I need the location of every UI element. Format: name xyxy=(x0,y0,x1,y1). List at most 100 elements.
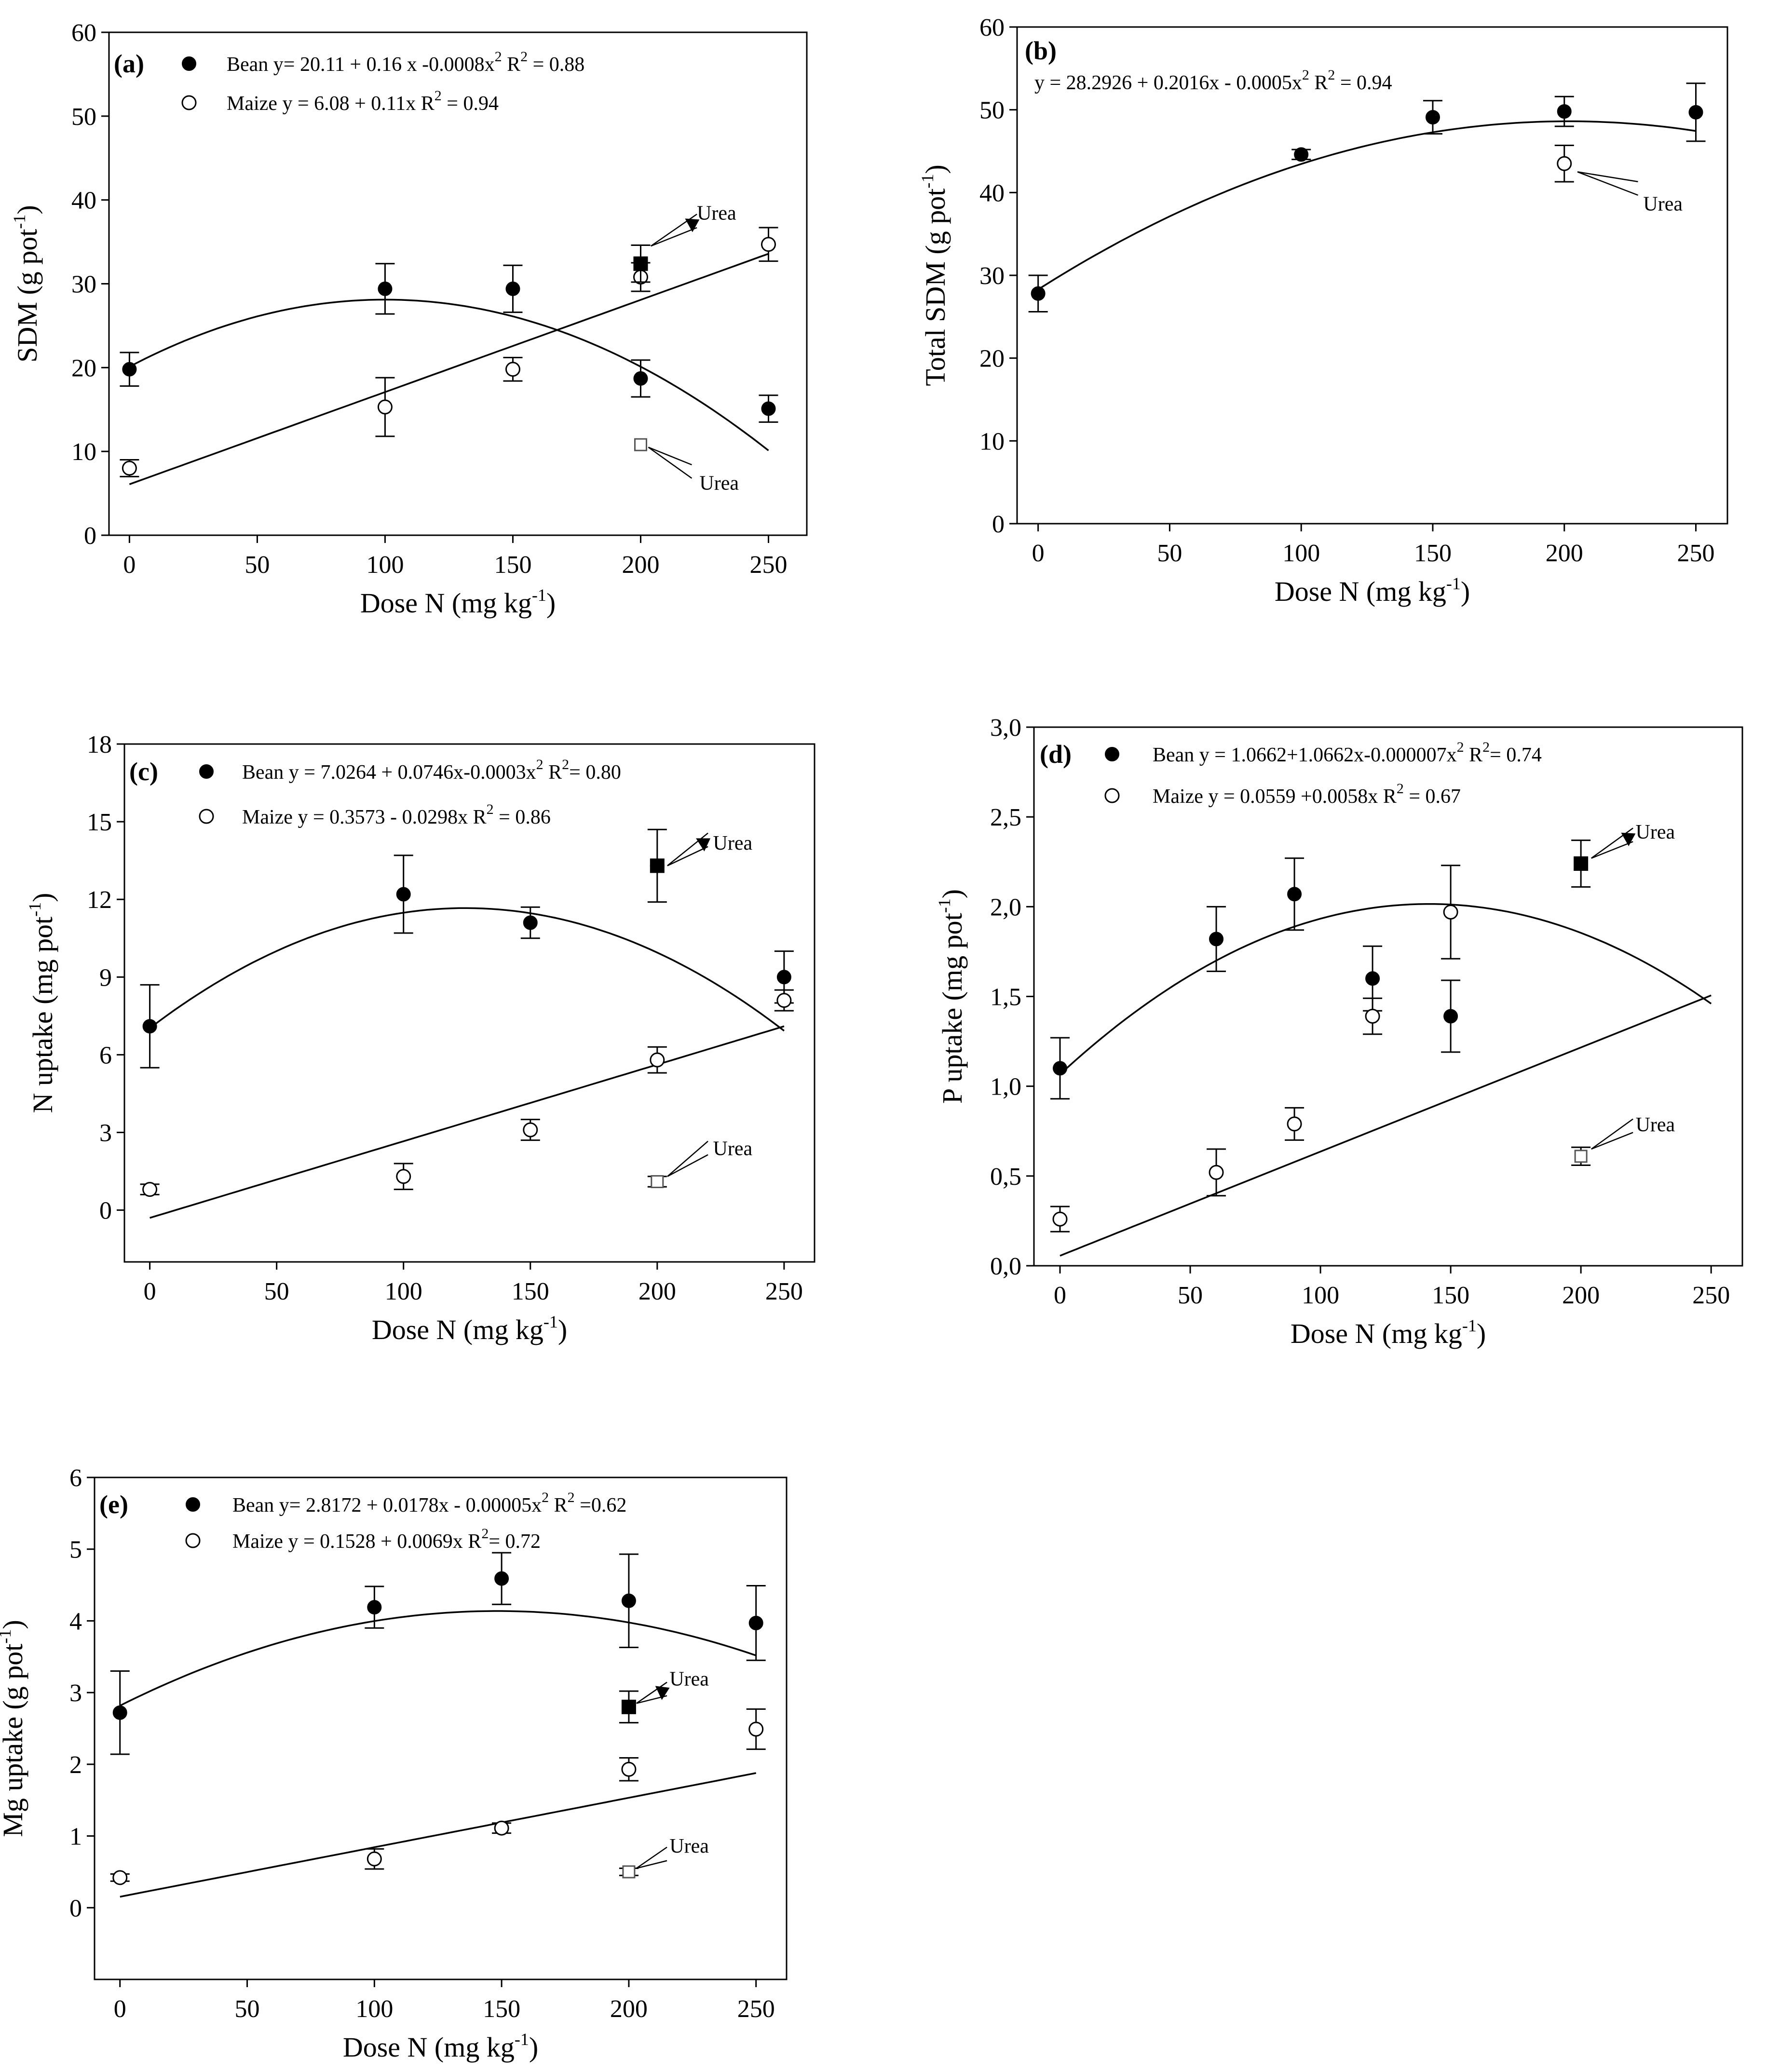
data-point-bean xyxy=(1287,887,1302,902)
r2-text: R xyxy=(1464,744,1483,766)
legend-marker-bean xyxy=(199,764,214,779)
urea-arrowhead xyxy=(1621,832,1636,846)
plot-frame xyxy=(1016,26,1728,525)
data-point-total xyxy=(1294,147,1309,162)
data-point-bean xyxy=(1209,932,1224,947)
urea-label: Urea xyxy=(1636,821,1675,843)
urea-point xyxy=(621,1699,636,1714)
equation-maize: Maize y = 0.0559 +0.0058x R2 = 0.67 xyxy=(1153,781,1461,808)
urea-arrow xyxy=(667,1154,708,1177)
r2-sup: 2 xyxy=(520,49,528,65)
x-axis-label-sup: -1 xyxy=(544,1312,558,1331)
legend-marker-maize xyxy=(185,1533,201,1548)
urea-arrowhead xyxy=(655,1686,670,1700)
equation-bean: Bean y= 20.11 + 0.16 x -0.0008x2 R2 = 0.… xyxy=(227,49,584,76)
y-tick-label: 6 xyxy=(99,1042,112,1069)
r2-value: = 0.72 xyxy=(489,1530,541,1553)
urea-label: Urea xyxy=(669,1835,709,1857)
data-point-bean xyxy=(761,401,776,416)
panel-label: (b) xyxy=(1025,36,1057,65)
legend-marker-maize xyxy=(1104,788,1120,803)
r2-value: = 0.94 xyxy=(442,93,499,115)
data-point-maize xyxy=(1209,1165,1224,1180)
x-tick-label: 150 xyxy=(494,551,531,579)
y-tick-label: 4 xyxy=(69,1608,82,1635)
r2-value: = 0.80 xyxy=(569,761,621,784)
y-axis-label-sup: -1 xyxy=(25,902,44,917)
equation-maize: Maize y = 0.1528 + 0.0069x R2= 0.72 xyxy=(232,1526,541,1553)
urea-arrow xyxy=(1591,841,1633,859)
data-point-maize xyxy=(505,362,520,377)
y-tick-label: 2,5 xyxy=(990,804,1021,831)
y-tick-label: 30 xyxy=(979,262,1005,290)
data-point-bean xyxy=(494,1571,509,1586)
data-point-maize xyxy=(1287,1116,1302,1132)
data-point-maize xyxy=(122,460,137,476)
x-tick-label: 200 xyxy=(1546,540,1583,567)
x-tick-label: 0 xyxy=(123,551,136,579)
y-tick-label: 18 xyxy=(87,731,112,758)
data-point-maize xyxy=(377,399,393,415)
data-point-bean xyxy=(142,1019,157,1034)
urea-arrow xyxy=(1591,1132,1633,1150)
r2-value: = 0.88 xyxy=(528,54,584,76)
x-tick-label: 100 xyxy=(385,1278,422,1305)
y-tick-label: 50 xyxy=(979,97,1005,124)
data-point-bean xyxy=(523,915,538,930)
y-axis-label-sup: -1 xyxy=(0,1629,14,1644)
x-tick-label: 0 xyxy=(1032,540,1045,567)
data-point-bean xyxy=(748,1615,763,1630)
y-tick-label: 60 xyxy=(71,19,96,47)
x-axis-label-text: Dose N (mg kg xyxy=(1275,576,1446,607)
x-axis-label-tail: ) xyxy=(558,1314,567,1345)
equation-bean: Bean y = 7.0264 + 0.0746x-0.0003x2 R2= 0… xyxy=(242,757,621,784)
legend-marker-bean xyxy=(186,1497,200,1512)
data-point-bean xyxy=(1443,1009,1458,1024)
urea-point xyxy=(651,1175,664,1189)
urea-label: Urea xyxy=(699,472,739,494)
y-axis-label-tail: ) xyxy=(0,1620,28,1629)
y-axis-label: P uptake (mg pot-1) xyxy=(935,889,968,1104)
y-tick-label: 0 xyxy=(84,522,96,550)
data-point-bean xyxy=(505,281,520,296)
chart-panel-b: 0 50 100 150 200 250 0 10 20 30 40 50 60 Dose N (mg k… xyxy=(918,14,1728,607)
x-tick-label: 200 xyxy=(639,1278,676,1305)
r2-text: R xyxy=(502,54,521,76)
r2-text: R xyxy=(544,761,562,784)
fit-line-bean xyxy=(149,907,785,1032)
y-axis-label-tail: ) xyxy=(920,164,951,174)
r2-value: = 0.74 xyxy=(1490,744,1542,766)
x-axis-label-text: Dose N (mg kg xyxy=(372,1314,544,1345)
chart-panel-a: 0 50 100 150 200 250 0 10 20 30 40 50 60 Dose N (mg k… xyxy=(10,19,808,619)
legend-marker-maize xyxy=(181,95,197,110)
urea-arrow xyxy=(648,447,692,466)
y-tick-label: 15 xyxy=(87,809,112,836)
data-point-bean xyxy=(378,281,393,296)
x-axis-label-sup: -1 xyxy=(515,2030,529,2049)
x-axis-label: Dose N (mg kg-1) xyxy=(1275,574,1470,607)
y-tick-label: 0,0 xyxy=(990,1253,1021,1280)
urea-arrow xyxy=(1577,171,1638,196)
data-point-maize xyxy=(650,1052,665,1068)
data-point-maize xyxy=(776,993,792,1008)
x-tick-label: 150 xyxy=(1432,1282,1469,1309)
panel-label: (c) xyxy=(129,757,158,786)
y-tick-label: 6 xyxy=(69,1464,82,1492)
equation-text: y = 28.2926 + 0.2016x - 0.0005x xyxy=(1034,72,1302,94)
y-tick-label: 12 xyxy=(87,886,112,914)
urea-label: Urea xyxy=(669,1668,709,1690)
y-axis-label: N uptake (mg pot-1) xyxy=(25,893,58,1113)
x-axis-label-tail: ) xyxy=(1477,1318,1486,1349)
x-tick-label: 100 xyxy=(1282,540,1320,567)
y-tick-label: 10 xyxy=(979,428,1005,455)
data-point-bean xyxy=(1053,1061,1068,1076)
urea-arrowhead xyxy=(685,218,700,232)
y-axis-label-tail: ) xyxy=(12,205,43,214)
x-axis-label-sup: -1 xyxy=(532,585,546,605)
y-tick-label: 9 xyxy=(99,964,112,991)
r2-text: R xyxy=(473,806,487,828)
r2-sup: 2 xyxy=(1328,67,1335,83)
plot-frame xyxy=(1033,726,1743,1267)
